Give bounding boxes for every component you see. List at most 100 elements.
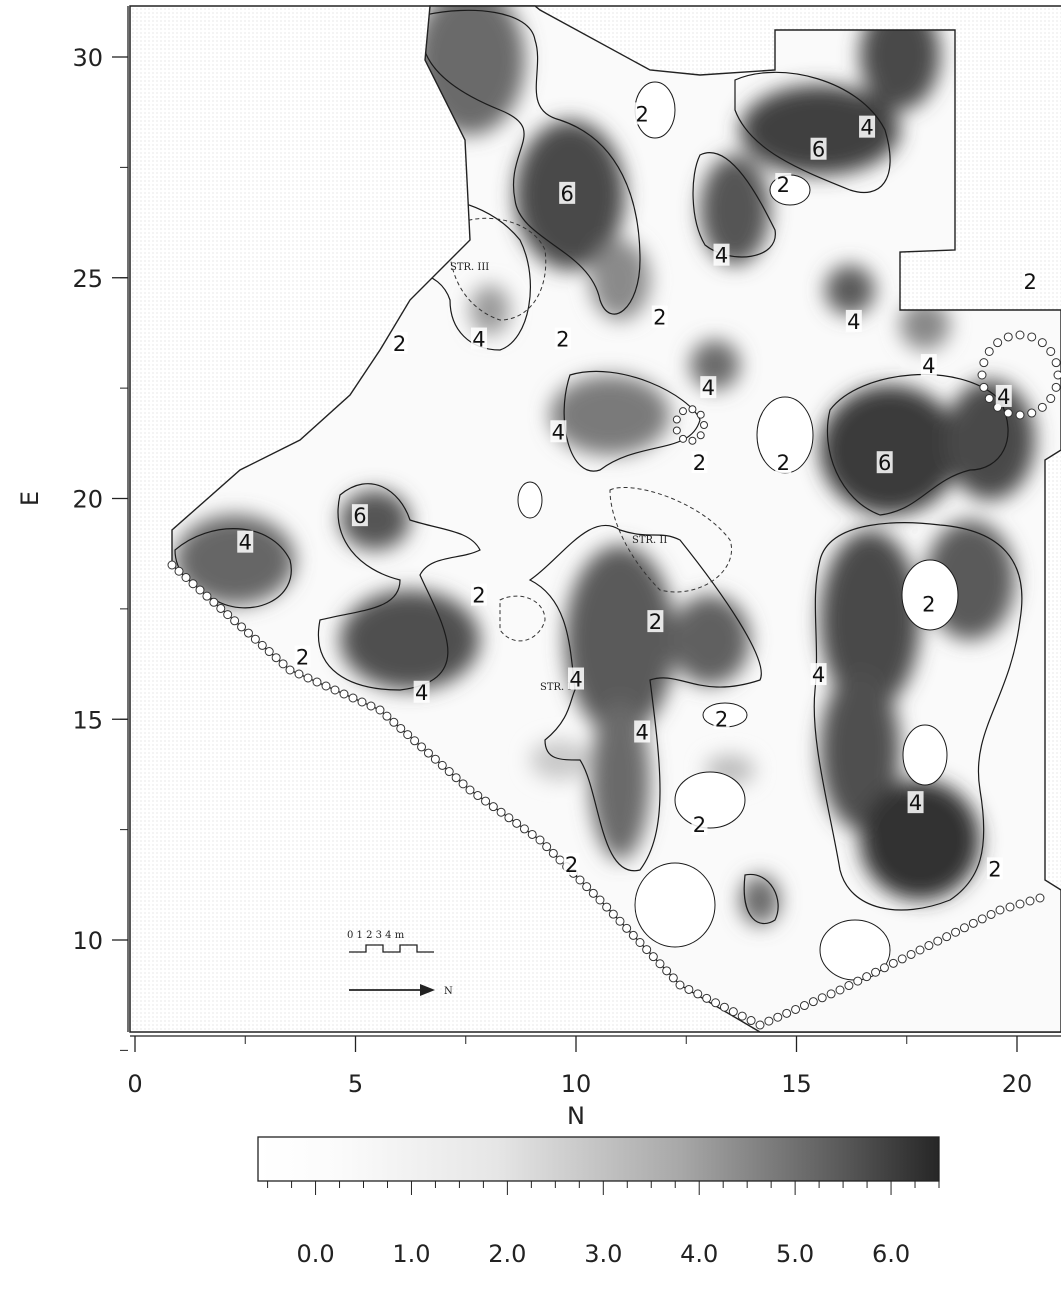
x-tick-label: 15 xyxy=(781,1070,812,1098)
contour-label-bg xyxy=(647,610,664,633)
wall-stone xyxy=(294,669,304,679)
contour-label-bg xyxy=(713,243,730,266)
wall-stone xyxy=(278,659,288,669)
wall-stone xyxy=(1015,899,1025,909)
blob xyxy=(860,780,980,900)
wall-stone xyxy=(1003,408,1013,418)
blob xyxy=(820,530,920,710)
wall-stone xyxy=(1037,338,1047,348)
contour-label: 4 xyxy=(715,244,728,268)
contour-label-bg xyxy=(691,813,708,836)
wall-stone xyxy=(348,693,358,703)
scale-bar-ticks: 0 1 2 3 4 m xyxy=(347,930,405,941)
contour-label-bg xyxy=(294,645,311,668)
contour-label-bg xyxy=(563,852,580,875)
contour-label-bg xyxy=(775,451,792,474)
wall-stone xyxy=(684,984,694,994)
blob xyxy=(565,545,675,735)
colorbar-tick-label: 2.0 xyxy=(488,1240,526,1268)
wall-stone xyxy=(264,647,274,657)
wall-stone xyxy=(1015,330,1025,340)
blob xyxy=(820,385,960,515)
contour-line xyxy=(421,9,641,315)
contour-label: 2 xyxy=(693,813,706,837)
contour-label: 4 xyxy=(812,663,825,687)
contour-label-bg xyxy=(559,181,576,204)
wall-stone xyxy=(986,909,996,919)
structure-outline xyxy=(609,486,732,593)
contour-label-bg xyxy=(237,530,254,553)
colorbar-tick-label: 6.0 xyxy=(872,1240,910,1268)
contour-label: 4 xyxy=(847,310,860,334)
wall-stone xyxy=(755,1020,765,1030)
wall-stones xyxy=(167,330,1061,1030)
patch xyxy=(517,481,543,519)
wall-stone xyxy=(181,573,191,582)
contour-label: 4 xyxy=(472,328,485,352)
wall-stone xyxy=(575,875,585,885)
wall-stone xyxy=(915,945,925,955)
blob xyxy=(340,490,410,550)
wall-stone xyxy=(1037,402,1047,412)
wall-stone xyxy=(1027,408,1037,418)
contour-label-bg xyxy=(859,115,876,138)
wall-stone xyxy=(512,818,522,828)
wall-stone xyxy=(285,665,295,675)
wall-stone xyxy=(504,813,514,823)
wall-stone xyxy=(1046,346,1056,356)
wall-stone xyxy=(728,1007,738,1017)
blob xyxy=(670,595,750,685)
wall-stone xyxy=(321,681,331,691)
wall-stone xyxy=(465,785,475,795)
wall-stone xyxy=(243,628,253,638)
wall-stone xyxy=(951,927,961,937)
contour-label-bg xyxy=(986,857,1003,880)
wall-stone xyxy=(481,796,491,806)
wall-stone xyxy=(1046,394,1056,404)
colorbar: 0.0 1.0 2.0 3.0 4.0 5.0 6.0 xyxy=(257,1136,940,1268)
contour-label-bg xyxy=(1022,270,1039,293)
blob xyxy=(340,590,480,690)
wall-stone xyxy=(642,945,652,955)
wall-stone xyxy=(330,685,340,695)
wall-stone xyxy=(764,1016,774,1026)
wall-stone xyxy=(339,689,349,699)
wall-stone xyxy=(968,918,978,928)
wall-stone xyxy=(672,415,681,424)
contour-line xyxy=(528,524,762,872)
blob xyxy=(740,875,780,925)
contour-label: 4 xyxy=(415,681,428,705)
blob xyxy=(825,265,875,315)
wall-stone xyxy=(458,779,468,789)
wall-stone xyxy=(303,673,313,683)
wall-stone xyxy=(366,701,376,711)
wall-stone xyxy=(473,791,483,801)
x-tick-label: 20 xyxy=(1002,1070,1033,1098)
wall-stone xyxy=(799,1001,809,1011)
blob xyxy=(900,300,950,350)
y-tick-label: 30 xyxy=(72,44,103,72)
contour-label-bg xyxy=(634,102,651,125)
wall-stone xyxy=(702,993,712,1003)
contour-label-bg xyxy=(995,384,1012,407)
wall-stone xyxy=(668,973,678,983)
wall-stone xyxy=(662,966,672,976)
contour-label: 4 xyxy=(239,531,252,555)
contour-label: 2 xyxy=(922,592,935,616)
contour-line xyxy=(734,71,891,194)
contour-label: 2 xyxy=(635,102,648,126)
contour-label: 2 xyxy=(715,707,728,731)
wall-stone xyxy=(237,622,247,632)
contour-label-bg xyxy=(775,173,792,196)
wall-stone xyxy=(437,760,447,770)
colorbar-ticks: 0.0 1.0 2.0 3.0 4.0 5.0 6.0 xyxy=(267,1181,940,1268)
wall-stone xyxy=(696,431,705,440)
contour-label-bg xyxy=(651,305,668,328)
wall-stone xyxy=(688,405,697,414)
wall-stone xyxy=(746,1016,756,1026)
wall-stone xyxy=(382,711,392,721)
north-arrow-head xyxy=(420,984,435,996)
wall-stone xyxy=(924,941,934,951)
